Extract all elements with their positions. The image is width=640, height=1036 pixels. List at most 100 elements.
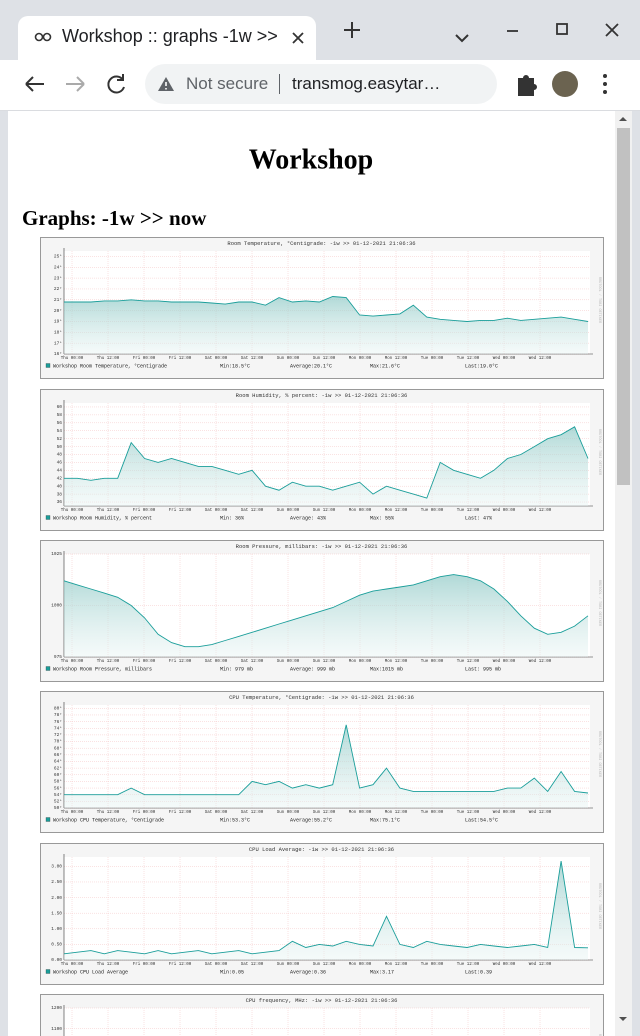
- y-tick-label: 46: [57, 460, 63, 466]
- profile-avatar[interactable]: [552, 71, 578, 97]
- legend-name: Workshop Room Humidity, % percent: [53, 515, 152, 521]
- tab-close[interactable]: [291, 31, 305, 45]
- graph-title: Room Temperature, °Centigrade: -1w >> 01…: [227, 240, 415, 247]
- forward-button[interactable]: [66, 76, 85, 92]
- y-tick-label: 1.00: [51, 926, 62, 932]
- graph-title: CPU frequency, MHz: -1w >> 01-12-2021 21…: [246, 997, 398, 1004]
- legend-last: Last:19.0°C: [465, 363, 498, 369]
- x-tick-label: Mon 00:00: [349, 963, 372, 967]
- x-tick-label: Thu 00:00: [61, 659, 84, 664]
- x-tick-label: Tue 12:00: [457, 357, 480, 361]
- legend-name: Workshop Room Pressure, millibars: [53, 666, 152, 672]
- legend-max: Max:1015 mb: [370, 666, 403, 672]
- x-tick-label: Mon 12:00: [385, 660, 408, 664]
- new-tab[interactable]: [344, 22, 360, 38]
- legend-max: Max: 55%: [370, 515, 394, 521]
- x-tick-label: Mon 12:00: [385, 811, 408, 815]
- x-tick-label: Tue 12:00: [457, 811, 480, 815]
- y-tick-label: 1000: [51, 603, 62, 609]
- reload-button[interactable]: [107, 74, 125, 94]
- x-tick-label: Thu 00:00: [61, 508, 84, 513]
- y-tick-label: 50: [57, 444, 63, 450]
- y-tick-label: 60°: [54, 772, 62, 778]
- y-tick-label: 64°: [54, 759, 62, 765]
- y-tick-label: 68°: [54, 745, 62, 751]
- y-tick-label: 72°: [54, 732, 62, 738]
- tab-title: Workshop :: graphs -1w >>: [62, 26, 278, 46]
- x-tick-label: Fri 00:00: [133, 962, 156, 967]
- y-tick-label: 66°: [54, 752, 62, 758]
- y-tick-label: 1200: [51, 1005, 62, 1011]
- x-tick-label: Sun 12:00: [313, 963, 336, 967]
- x-tick-label: Mon 00:00: [349, 660, 372, 664]
- y-tick-label: 1100: [51, 1026, 62, 1032]
- legend-average: Average:55.2°C: [290, 817, 332, 823]
- data-line: [63, 574, 589, 648]
- x-tick-label: Fri 12:00: [169, 962, 192, 967]
- toolbar: Not secure transmog.easytar…: [0, 60, 640, 111]
- x-tick-label: Fri 00:00: [133, 508, 156, 513]
- window-frame: [0, 111, 8, 1036]
- y-tick-label: 1.50: [51, 910, 62, 916]
- legend-min: Min: 36%: [220, 515, 244, 521]
- omnibox[interactable]: Not secure transmog.easytar…: [145, 64, 497, 104]
- window-frame: [632, 111, 640, 1036]
- watermark: RRDTOOL / TOBI OETIKER: [597, 1034, 602, 1036]
- x-tick-label: Wed 12:00: [529, 810, 552, 815]
- scroll-up[interactable]: [619, 117, 627, 121]
- x-tick-label: Thu 12:00: [97, 508, 120, 513]
- x-tick-label: Fri 00:00: [133, 659, 156, 664]
- y-tick-label: 21°: [54, 297, 62, 303]
- y-tick-label: 78°: [54, 712, 62, 718]
- y-tick-label: 58: [57, 412, 63, 418]
- x-tick-label: Mon 12:00: [385, 509, 408, 513]
- x-tick-label: Fri 12:00: [169, 810, 192, 815]
- legend-last: Last: 995 mb: [465, 666, 501, 672]
- active-tab[interactable]: Workshop :: graphs -1w >>: [18, 16, 316, 60]
- tab-strip: Workshop :: graphs -1w >>: [0, 0, 640, 60]
- page-content: Workshop Graphs: -1w >> now Room Tempera…: [0, 111, 640, 1036]
- x-tick-label: Thu 00:00: [61, 810, 84, 815]
- back-button[interactable]: [25, 76, 44, 92]
- x-tick-label: Sat 12:00: [241, 357, 264, 361]
- x-tick-label: Tue 12:00: [457, 660, 480, 664]
- x-tick-label: Fri 00:00: [133, 356, 156, 361]
- y-tick-label: 38: [57, 491, 63, 497]
- legend-last: Last:54.5°C: [465, 817, 498, 823]
- menu[interactable]: [603, 74, 607, 78]
- legend-last: Last:0.39: [465, 969, 492, 975]
- y-tick-label: 0.50: [51, 942, 62, 948]
- maximize[interactable]: [556, 23, 568, 35]
- close-window[interactable]: [605, 23, 619, 37]
- y-tick-label: 40: [57, 483, 63, 489]
- y-tick-label: 42: [57, 475, 63, 481]
- legend-name: Workshop CPU Temperature, °Centigrade: [53, 817, 164, 823]
- x-tick-label: Tue 00:00: [421, 963, 444, 967]
- y-tick-label: 23°: [54, 275, 62, 281]
- y-tick-label: 22°: [54, 286, 62, 292]
- tab-search[interactable]: [455, 34, 469, 43]
- window-controls: [344, 22, 619, 43]
- menu-dot: [603, 82, 607, 86]
- x-tick-label: Thu 00:00: [61, 356, 84, 361]
- legend-swatch: [45, 363, 51, 368]
- extensions[interactable]: [518, 75, 537, 96]
- scrollbar-thumb[interactable]: [617, 128, 630, 485]
- separator: [279, 74, 280, 94]
- y-tick-label: 76°: [54, 719, 62, 725]
- y-tick-label: 24°: [54, 264, 62, 270]
- x-tick-label: Sat 00:00: [205, 357, 228, 361]
- scroll-down[interactable]: [619, 1017, 627, 1021]
- x-tick-label: Wed 00:00: [493, 659, 516, 664]
- watermark: RRDTOOL / TOBI OETIKER: [597, 883, 602, 930]
- data-line: [63, 861, 589, 955]
- x-tick-label: Tue 00:00: [421, 811, 444, 815]
- x-tick-label: Thu 12:00: [97, 356, 120, 361]
- x-tick-label: Mon 00:00: [349, 357, 372, 361]
- rrd-graph: Room Pressure, millibars: -1w >> 01-12-2…: [40, 540, 604, 682]
- y-tick-label: 0.00: [51, 957, 62, 963]
- area-fill: [64, 861, 588, 960]
- x-tick-label: Wed 12:00: [529, 659, 552, 664]
- x-tick-label: Tue 00:00: [421, 357, 444, 361]
